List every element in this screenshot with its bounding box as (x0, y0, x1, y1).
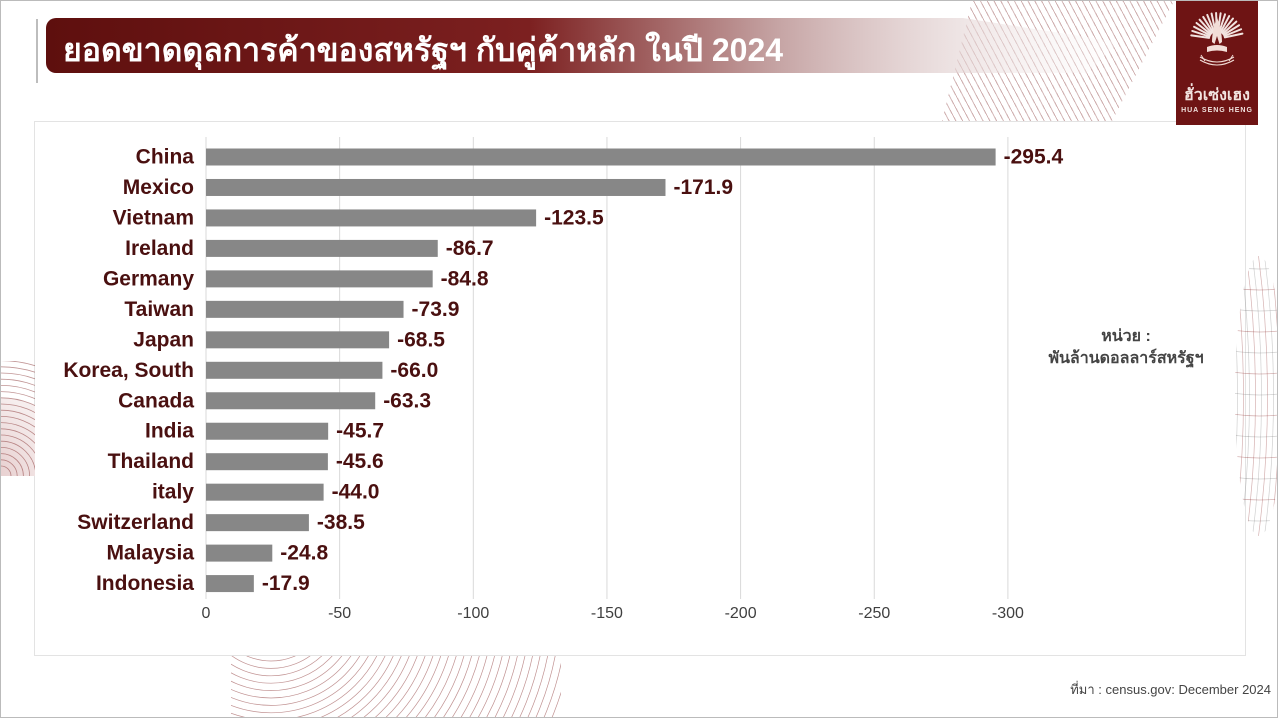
svg-text:Japan: Japan (133, 328, 194, 351)
svg-text:-123.5: -123.5 (544, 206, 604, 229)
svg-text:-150: -150 (591, 605, 623, 622)
svg-text:-73.9: -73.9 (412, 298, 460, 321)
svg-text:Thailand: Thailand (108, 450, 194, 473)
svg-text:Germany: Germany (103, 267, 194, 290)
svg-text:-63.3: -63.3 (383, 389, 431, 412)
svg-text:-24.8: -24.8 (280, 542, 328, 565)
svg-text:0: 0 (202, 605, 211, 622)
svg-text:India: India (145, 420, 194, 443)
svg-text:-86.7: -86.7 (446, 237, 494, 260)
svg-text:-68.5: -68.5 (397, 328, 445, 351)
svg-text:Ireland: Ireland (125, 237, 194, 260)
svg-text:-44.0: -44.0 (332, 481, 380, 504)
svg-text:-295.4: -295.4 (1004, 146, 1064, 169)
svg-text:Indonesia: Indonesia (96, 572, 194, 595)
svg-text:-100: -100 (457, 605, 489, 622)
svg-text:Taiwan: Taiwan (124, 298, 194, 321)
svg-text:-171.9: -171.9 (673, 176, 733, 199)
svg-text:Mexico: Mexico (123, 176, 194, 199)
svg-text:Vietnam: Vietnam (113, 206, 194, 229)
svg-text:-66.0: -66.0 (390, 359, 438, 382)
svg-text:-45.6: -45.6 (336, 450, 384, 473)
svg-text:-200: -200 (725, 605, 757, 622)
svg-text:-17.9: -17.9 (262, 572, 310, 595)
svg-text:Switzerland: Switzerland (77, 511, 194, 534)
svg-text:Malaysia: Malaysia (106, 542, 194, 565)
svg-text:italy: italy (152, 481, 194, 504)
svg-text:-50: -50 (328, 605, 351, 622)
svg-text:-250: -250 (858, 605, 890, 622)
svg-text:-300: -300 (992, 605, 1024, 622)
svg-text:Korea, South: Korea, South (63, 359, 194, 382)
svg-text:-45.7: -45.7 (336, 420, 384, 443)
svg-text:Canada: Canada (118, 389, 194, 412)
svg-text:-84.8: -84.8 (441, 267, 489, 290)
svg-text:China: China (136, 146, 195, 169)
svg-text:-38.5: -38.5 (317, 511, 365, 534)
